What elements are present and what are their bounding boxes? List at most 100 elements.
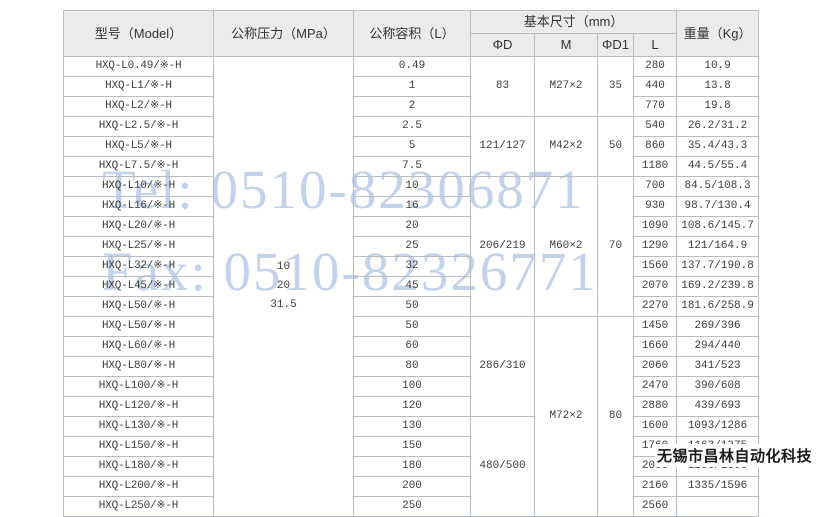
cell-model: HXQ-L5/※-H [63,136,214,157]
cell-weight: 1335/1596 [676,476,760,497]
cell-dim-d1: 80 [597,316,634,517]
cell-dim-l: 2270 [632,296,678,317]
cell-volume: 60 [353,336,471,357]
cell-volume: 7.5 [353,156,471,177]
pressure-value: 31.5 [270,299,297,311]
cell-volume: 50 [353,316,471,337]
table-row: HXQ-L2.5/※-H 2.5 121/127 M42×2 50 540 26.2/31.… [63,116,760,177]
cell-weight: 121/164.9 [676,236,760,257]
cell-model: HXQ-L2/※-H [63,96,214,117]
company-logo: 无锡市昌林自动化科技 [655,444,815,467]
header-volume: 公称容积（L） [353,10,471,57]
cell-model: HXQ-L120/※-H [63,396,214,417]
cell-weight: 13.8 [676,76,760,97]
table-row: HXQ-L2/※-H 2 770 19.8 [63,96,760,117]
cell-volume: 2 [353,96,471,117]
header-pressure: 公称压力（MPa） [213,10,354,57]
cell-dim-d: 286/310 [470,316,535,417]
header-row-2: ΦD M ΦD1 L [64,33,759,57]
cell-volume: 180 [353,456,471,477]
table-row: HXQ-L1/※-H 1 440 13.8 [63,76,760,97]
table-body: HXQ-L0.49/※-H 10 20 31.5 0.49 83 M27×2 35 280 10.… [63,56,760,517]
cell-dim-l: 2880 [632,396,678,417]
cell-model: HXQ-L16/※-H [63,196,214,217]
table-head: 型号（Model） 公称压力（MPa） 公称容积（L） 基本尺寸（mm） 重量（… [63,10,760,57]
cell-dim-l: 2160 [632,476,678,497]
cell-weight: 181.6/258.9 [676,296,760,317]
header-dim-m: M [534,33,598,57]
specification-table-wrapper: 型号（Model） 公称压力（MPa） 公称容积（L） 基本尺寸（mm） 重量（… [63,10,760,517]
cell-volume: 25 [353,236,471,257]
table-row: HXQ-L130/※-H 130 480/500 1600 1093/1286 [63,416,760,517]
cell-weight: 137.7/190.8 [676,256,760,277]
header-dimensions-group: 基本尺寸（mm） [469,10,678,34]
cell-weight: 269/396 [676,316,760,337]
cell-model: HXQ-L130/※-H [63,416,214,437]
cell-volume: 50 [353,296,471,317]
table-row: HXQ-L45/※-H 45 2070 169.2/239.8 [63,276,760,297]
table-row: HXQ-L7.5/※-H 7.5 1180 44.5/55.4 [63,156,760,177]
cell-model: HXQ-L50/※-H [63,296,214,317]
cell-dim-d: 480/500 [470,416,535,517]
cell-dim-m: M72×2 [534,316,598,517]
cell-weight: 390/608 [676,376,760,397]
cell-volume: 2.5 [353,116,471,137]
cell-weight [676,496,760,517]
cell-model: HXQ-L250/※-H [63,496,214,517]
page-root: Tel: 0510-82306871 Fax: 0510-82326771 型号… [63,10,815,517]
cell-weight: 294/440 [676,336,760,357]
cell-dim-l: 1180 [632,156,678,177]
cell-weight: 19.8 [676,96,760,117]
cell-dim-d1: 70 [597,176,634,317]
cell-dim-l: 540 [632,116,678,137]
cell-dim-l: 1560 [632,256,678,277]
cell-dim-l: 930 [632,196,678,217]
table-row: HXQ-L32/※-H 32 1560 137.7/190.8 [63,256,760,277]
cell-dim-l: 1290 [632,236,678,257]
cell-dim-m: M60×2 [534,176,598,317]
cell-dim-d: 206/219 [470,176,535,317]
cell-weight: 169.2/239.8 [676,276,760,297]
header-dim-d1: ΦD1 [597,33,634,57]
cell-model: HXQ-L45/※-H [63,276,214,297]
specification-table: 型号（Model） 公称压力（MPa） 公称容积（L） 基本尺寸（mm） 重量（… [63,10,760,517]
cell-weight: 44.5/55.4 [676,156,760,177]
cell-volume: 80 [353,356,471,377]
cell-volume: 10 [353,176,471,197]
cell-weight: 1093/1286 [676,416,760,437]
cell-dim-l: 2070 [632,276,678,297]
header-weight: 重量（Kg） [676,10,760,57]
table-row: HXQ-L250/※-H 250 2560 [63,496,760,517]
cell-dim-l: 2060 [632,356,678,377]
table-row: HXQ-L50/※-H 50 286/310 M72×2 80 1450 269/396 [63,316,760,517]
table-row: HXQ-L50/※-H 50 2270 181.6/258.9 [63,296,760,317]
cell-volume: 250 [353,496,471,517]
cell-model: HXQ-L10/※-H [63,176,214,197]
cell-volume: 5 [353,136,471,157]
cell-dim-l: 770 [632,96,678,117]
header-model: 型号（Model） [63,10,214,57]
table-row: HXQ-L25/※-H 25 1290 121/164.9 [63,236,760,257]
cell-dim-m: M27×2 [534,56,598,117]
table-row: HXQ-L120/※-H 120 2880 439/693 [63,396,760,417]
cell-dim-l: 1600 [632,416,678,437]
cell-model: HXQ-L200/※-H [63,476,214,497]
cell-model: HXQ-L60/※-H [63,336,214,357]
cell-weight: 84.5/108.3 [676,176,760,197]
cell-volume: 150 [353,436,471,457]
header-row-1: 型号（Model） 公称压力（MPa） 公称容积（L） 基本尺寸（mm） 重量（… [63,10,760,57]
cell-volume: 120 [353,396,471,417]
cell-dim-l: 1090 [632,216,678,237]
cell-model: HXQ-L180/※-H [63,456,214,477]
cell-dim-l: 1450 [632,316,678,337]
table-row: HXQ-L0.49/※-H 10 20 31.5 0.49 83 M27×2 35 280 10.… [63,56,760,517]
cell-volume: 32 [353,256,471,277]
cell-dim-d1: 50 [597,116,634,177]
cell-volume: 200 [353,476,471,497]
cell-dim-d1: 35 [597,56,634,117]
cell-pressure: 10 20 31.5 [213,56,354,517]
cell-weight: 35.4/43.3 [676,136,760,157]
cell-dim-l: 440 [632,76,678,97]
table-row: HXQ-L200/※-H 200 2160 1335/1596 [63,476,760,497]
cell-model: HXQ-L20/※-H [63,216,214,237]
